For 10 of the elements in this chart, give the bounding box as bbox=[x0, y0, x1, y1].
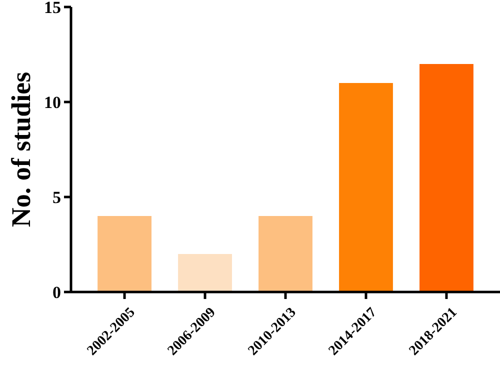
y-tick-label: 15 bbox=[44, 0, 61, 17]
bar bbox=[258, 216, 312, 292]
bar bbox=[339, 83, 393, 292]
bar bbox=[98, 216, 152, 292]
bar bbox=[420, 64, 474, 292]
bar bbox=[178, 254, 232, 292]
y-tick-label: 5 bbox=[52, 188, 61, 207]
y-tick-label: 10 bbox=[44, 92, 61, 112]
y-axis-title: No. of studies bbox=[6, 72, 36, 228]
y-tick-label: 0 bbox=[52, 282, 61, 302]
